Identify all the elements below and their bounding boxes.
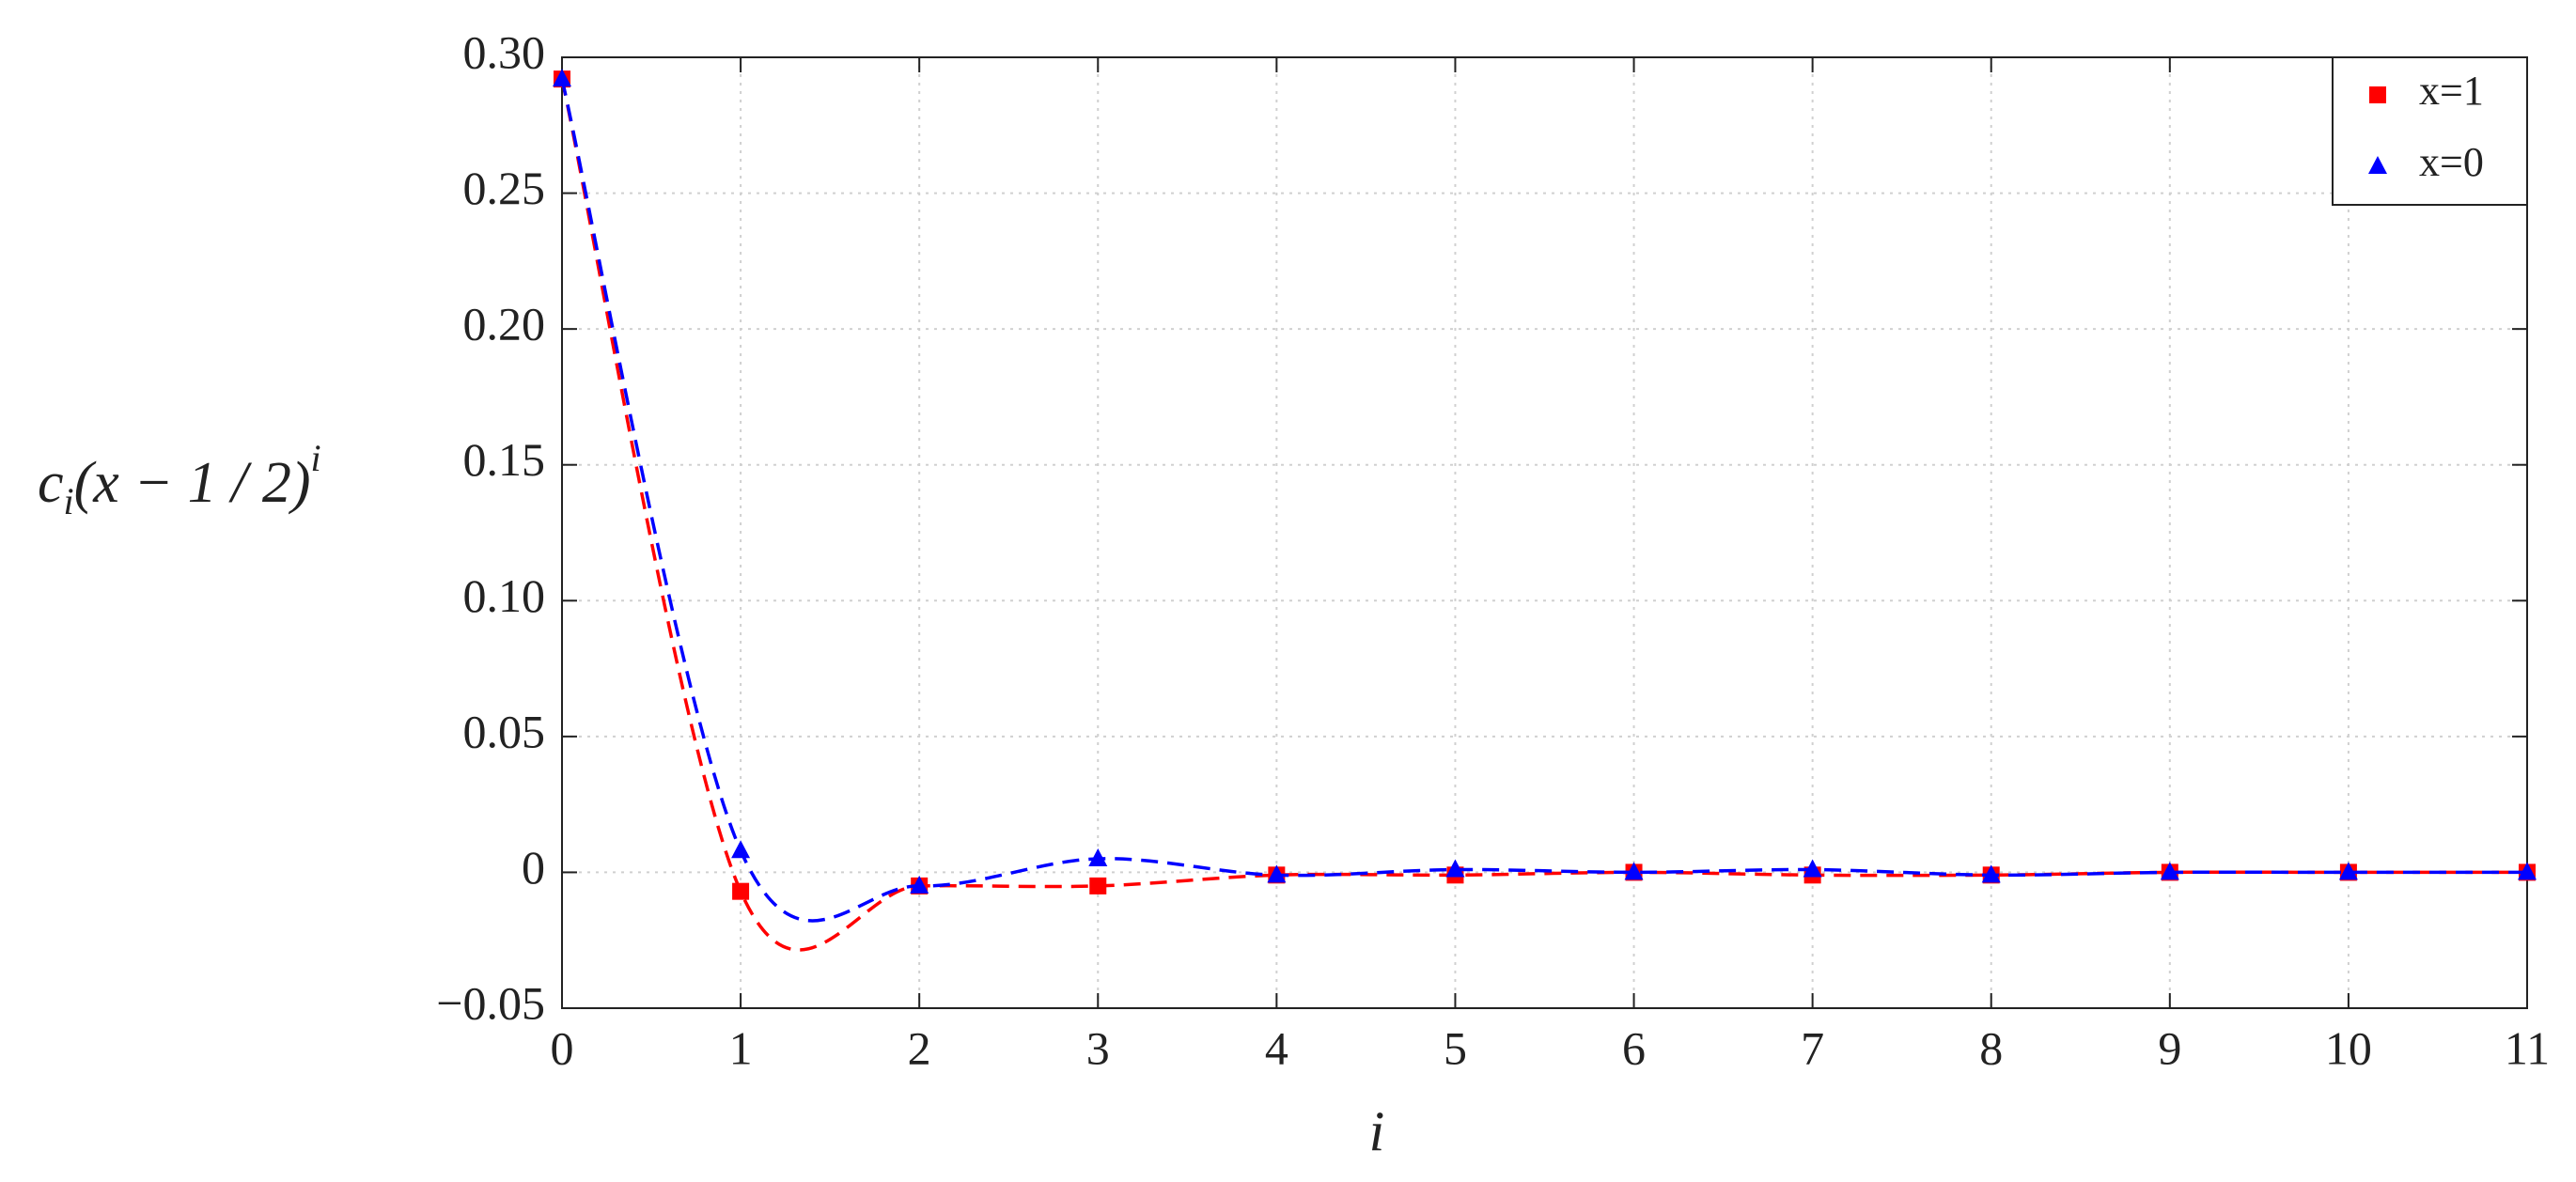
marker xyxy=(553,69,571,87)
y-tick-label: 0.05 xyxy=(463,705,546,757)
x-tick-label: 1 xyxy=(729,1021,753,1074)
marker xyxy=(1445,859,1465,878)
legend-box xyxy=(2332,56,2528,206)
marker xyxy=(1624,862,1644,880)
series-line xyxy=(560,78,2527,952)
x-tick-label: 8 xyxy=(1979,1021,2003,1074)
y-label-part: (x − 1 / 2) xyxy=(74,451,311,515)
marker xyxy=(1267,864,1287,883)
marker xyxy=(910,875,929,894)
y-tick-label: −0.05 xyxy=(436,976,545,1029)
marker xyxy=(2160,862,2179,880)
y-tick-label: 0 xyxy=(522,841,545,894)
marker xyxy=(1803,859,1822,878)
plot-frame xyxy=(561,56,2528,1009)
x-tick-label: 9 xyxy=(2158,1021,2181,1074)
x-tick-label: 7 xyxy=(1801,1021,1824,1074)
legend-label: x=0 xyxy=(2419,139,2484,185)
x-tick-label: 6 xyxy=(1622,1021,1646,1074)
marker xyxy=(1089,877,1107,894)
y-tick-label: 0.20 xyxy=(463,298,546,350)
series-line xyxy=(560,78,2527,923)
y-label-part: c xyxy=(38,451,64,515)
y-tick-label: 0.15 xyxy=(463,433,546,486)
x-tick-label: 5 xyxy=(1444,1021,1467,1074)
legend-marker xyxy=(2369,86,2386,103)
x-tick-label: 3 xyxy=(1086,1021,1110,1074)
x-tick-label: 0 xyxy=(551,1021,574,1074)
y-tick-label: 0.25 xyxy=(463,162,546,214)
x-tick-label: 11 xyxy=(2505,1021,2550,1074)
marker xyxy=(1981,864,2001,883)
x-tick-label: 4 xyxy=(1265,1021,1288,1074)
legend-marker xyxy=(2368,156,2387,174)
marker xyxy=(2518,862,2537,880)
y-tick-label: 0.30 xyxy=(463,25,546,78)
y-tick-label: 0.10 xyxy=(463,569,546,622)
x-tick-label: 10 xyxy=(2325,1021,2372,1074)
marker xyxy=(1088,848,1108,866)
y-label-part: i xyxy=(311,437,321,479)
marker xyxy=(2338,862,2358,880)
y-label-part: i xyxy=(64,480,74,522)
x-tick-label: 2 xyxy=(908,1021,931,1074)
marker xyxy=(732,882,750,900)
marker xyxy=(731,840,751,859)
y-axis-label: ci(x − 1 / 2)i xyxy=(38,437,321,522)
legend-label: x=1 xyxy=(2419,68,2484,114)
x-axis-label: i xyxy=(1369,1100,1385,1162)
